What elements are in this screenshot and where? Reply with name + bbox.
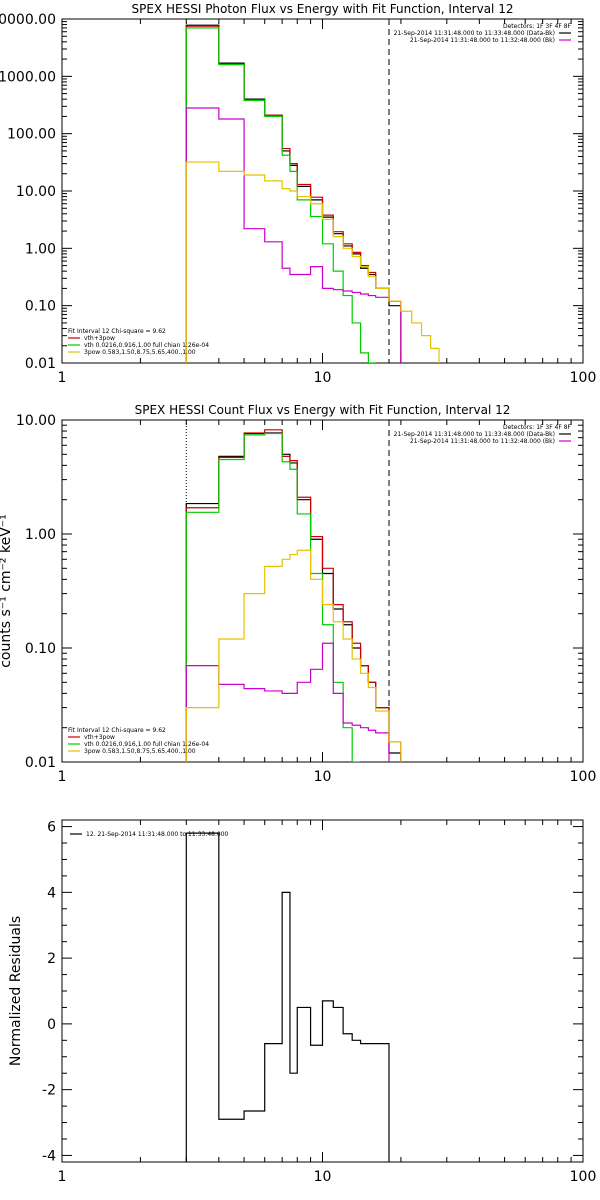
series-3-line: [185, 27, 376, 363]
chart-title: SPEX HESSI Photon Flux vs Energy with Fi…: [132, 2, 514, 16]
x-tick-label: 100: [570, 769, 597, 785]
series-5-line: [185, 549, 402, 762]
y-axis-label: Normalized Residuals: [8, 916, 24, 1066]
y-axis-label: counts s⁻¹ cm⁻² keV⁻¹: [0, 514, 14, 668]
plot-frame: [61, 18, 584, 364]
legend-entry-text: vth 0.0216,0.916,1.00 full chian 1.26e-0…: [84, 741, 209, 748]
y-tick-label: 10.00: [16, 184, 56, 200]
y-tick-label: -2: [42, 1083, 56, 1099]
legend-detectors-header: Detectors: 1F 3F 4F 8F: [503, 424, 572, 431]
x-tick-label: 10: [314, 370, 332, 386]
y-tick-label: 1.00: [25, 527, 56, 543]
legend-entry-text: 3pow 0.583,1.50,8.75,5.65,400.,1.00: [84, 748, 196, 755]
x-tick-label: 10: [314, 1169, 332, 1185]
x-tick-label: 100: [570, 1169, 597, 1185]
y-tick-label: 4: [47, 885, 56, 901]
fit-legend-header: Fit Interval 12 Chi-square = 9.62: [68, 328, 166, 335]
legend-entry-text: 21-Sep-2014 11:31:48.000 to 11:32:48.000…: [410, 438, 555, 445]
x-tick-label: 100: [570, 370, 597, 386]
series-1-line: [185, 832, 390, 1162]
plot-frame: [61, 819, 584, 1163]
series-4-line: [185, 642, 390, 762]
legend-entry-text: 3pow 0.583,1.50,8.75,5.65,400.,1.00: [84, 349, 196, 356]
y-tick-label: 100.00: [7, 127, 56, 143]
legend-entry-text: 21-Sep-2014 11:31:48.000 to 11:33:48.000…: [394, 30, 555, 37]
y-tick-label: 0.10: [25, 299, 56, 315]
y-tick-label: 2: [47, 951, 56, 967]
y-tick-label: 10.00: [16, 413, 56, 429]
y-tick-label: 6: [47, 820, 56, 836]
legend-entry-text: 21-Sep-2014 11:31:48.000 to 11:32:48.000…: [410, 37, 555, 44]
series-1-line: [185, 24, 402, 363]
legend-entry-text: 12. 21-Sep-2014 11:31:48.000 to 11:33:48…: [86, 831, 229, 838]
series-2-line: [185, 25, 402, 363]
y-tick-label: 0.10: [25, 641, 56, 657]
x-tick-label: 1: [58, 1169, 67, 1185]
series-5-line: [185, 161, 440, 363]
fit-legend-header: Fit Interval 12 Chi-square = 9.62: [68, 727, 166, 734]
legend-entry-text: vth+3pow: [84, 335, 115, 342]
legend-entry-text: vth+3pow: [84, 734, 115, 741]
series-3-line: [185, 432, 361, 762]
legend-entry-text: 21-Sep-2014 11:31:48.000 to 11:33:48.000…: [394, 431, 555, 438]
y-tick-label: 0.01: [25, 356, 56, 372]
y-tick-label: 10000.00: [0, 12, 56, 28]
y-tick-label: 1.00: [25, 241, 56, 257]
y-tick-label: -4: [42, 1148, 56, 1164]
series-2-line: [185, 429, 402, 762]
y-tick-label: 0.01: [25, 755, 56, 771]
x-tick-label: 1: [58, 370, 67, 386]
y-tick-label: 0: [47, 1017, 56, 1033]
x-tick-label: 10: [314, 769, 332, 785]
series-4-line: [185, 107, 402, 363]
x-tick-label: 1: [58, 769, 67, 785]
y-tick-label: 1000.00: [0, 69, 56, 85]
panel-2: SPEX HESSI Count Flux vs Energy with Fit…: [0, 403, 596, 785]
panel-3: Normalized Residuals 1 10 100 -4 -2 0 2 4 6 12. 21…: [8, 819, 597, 1185]
panel-1: SPEX HESSI Photon Flux vs Energy with Fi…: [0, 2, 596, 386]
legend-detectors-header: Detectors: 1F 3F 4F 8F: [503, 23, 572, 30]
legend-entry-text: vth 0.0216,0.916,1.00 full chian 1.26e-0…: [84, 342, 209, 349]
chart-title: SPEX HESSI Count Flux vs Energy with Fit…: [135, 403, 511, 417]
